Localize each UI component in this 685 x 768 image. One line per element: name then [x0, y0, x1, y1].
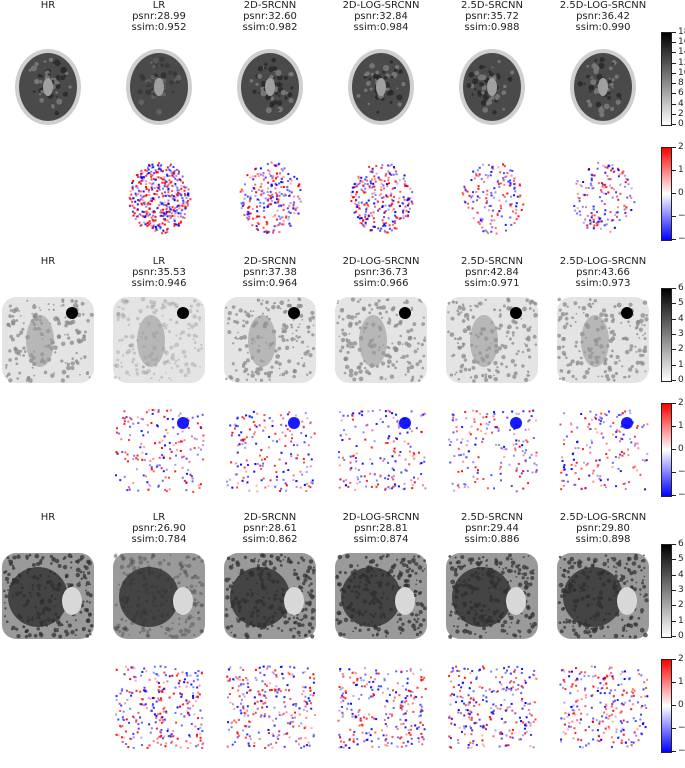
image-colorbar-tick: 2 — [678, 601, 684, 610]
image-colorbar-tick: 3 — [678, 586, 684, 595]
panel-title: 2D-LOG-SRCNN psnr:28.81 ssim:0.874 — [326, 512, 436, 545]
error-map — [111, 147, 207, 243]
panel-title: 2D-SRCNN psnr:37.38 ssim:0.964 — [215, 256, 325, 289]
error-map — [333, 147, 429, 243]
image-colorbar-tick: 0 — [678, 120, 684, 129]
error-map — [222, 659, 318, 755]
pet-image — [555, 37, 651, 133]
error-colorbar-tick: 0 — [678, 701, 684, 710]
image-colorbar-tick: 0 — [678, 632, 684, 641]
error-map — [555, 147, 651, 243]
error-colorbar-tick: −1 — [678, 468, 685, 477]
error-colorbar-tick: −2 — [678, 235, 685, 244]
image-colorbar-tick: 6 — [678, 540, 684, 549]
image-colorbar-tick: 5 — [678, 299, 684, 308]
panel-title: 2D-SRCNN psnr:28.61 ssim:0.862 — [215, 512, 325, 545]
panel-title: 2.5D-SRCNN psnr:35.72 ssim:0.988 — [437, 0, 547, 33]
panel-title: LR psnr:28.99 ssim:0.952 — [104, 0, 214, 33]
image-colorbar — [661, 544, 672, 638]
panel-title: 2.5D-SRCNN psnr:29.44 ssim:0.886 — [437, 512, 547, 545]
error-colorbar-tick: −1 — [678, 724, 685, 733]
pet-image — [333, 293, 429, 389]
error-map — [444, 403, 540, 499]
panel-title: HR — [0, 0, 103, 11]
pet-image — [444, 293, 540, 389]
error-colorbar — [661, 403, 672, 497]
error-map — [111, 403, 207, 499]
error-map — [333, 403, 429, 499]
panel-title: HR — [0, 256, 103, 267]
image-colorbar — [661, 288, 672, 382]
error-colorbar-tick: −2 — [678, 491, 685, 500]
error-colorbar-tick: −2 — [678, 747, 685, 756]
error-colorbar-tick: −1 — [678, 212, 685, 221]
image-colorbar-tick: 1 — [678, 617, 684, 626]
image-colorbar-tick: 8 — [678, 79, 684, 88]
panel-title: 2.5D-LOG-SRCNN psnr:36.42 ssim:0.990 — [548, 0, 658, 33]
pet-image — [444, 37, 540, 133]
image-colorbar-tick: 4 — [678, 571, 684, 580]
image-colorbar-tick: 16 — [678, 38, 685, 47]
panel-title: 2D-SRCNN psnr:32.60 ssim:0.982 — [215, 0, 325, 33]
panel-title: 2.5D-LOG-SRCNN psnr:29.80 ssim:0.898 — [548, 512, 658, 545]
error-colorbar-tick: 2 — [678, 399, 684, 408]
image-colorbar-tick: 6 — [678, 89, 684, 98]
error-map — [222, 147, 318, 243]
error-colorbar-tick: 1 — [678, 678, 684, 687]
pet-image — [0, 293, 96, 389]
image-colorbar-tick: 6 — [678, 284, 684, 293]
image-colorbar-tick: 1 — [678, 361, 684, 370]
image-colorbar-tick: 14 — [678, 48, 685, 57]
panel-title: LR psnr:35.53 ssim:0.946 — [104, 256, 214, 289]
error-colorbar — [661, 659, 672, 753]
pet-image — [444, 549, 540, 645]
image-colorbar-tick: 4 — [678, 315, 684, 324]
image-colorbar-tick: 5 — [678, 555, 684, 564]
panel-title: 2.5D-LOG-SRCNN psnr:43.66 ssim:0.973 — [548, 256, 658, 289]
error-map — [555, 403, 651, 499]
pet-image — [555, 549, 651, 645]
panel-title: 2D-LOG-SRCNN psnr:32.84 ssim:0.984 — [326, 0, 436, 33]
pet-image — [0, 37, 96, 133]
pet-image — [111, 549, 207, 645]
image-colorbar-tick: 4 — [678, 100, 684, 109]
error-colorbar-tick: 1 — [678, 166, 684, 175]
error-map — [222, 403, 318, 499]
image-colorbar-tick: 0 — [678, 376, 684, 385]
error-map — [444, 147, 540, 243]
panel-title: HR — [0, 512, 103, 523]
panel-title: 2.5D-SRCNN psnr:42.84 ssim:0.971 — [437, 256, 547, 289]
error-colorbar-tick: 2 — [678, 655, 684, 664]
error-colorbar-tick: 2 — [678, 143, 684, 152]
panel-title: 2D-LOG-SRCNN psnr:36.73 ssim:0.966 — [326, 256, 436, 289]
error-map — [444, 659, 540, 755]
error-colorbar-tick: 0 — [678, 189, 684, 198]
pet-image — [111, 37, 207, 133]
pet-image — [333, 37, 429, 133]
pet-image — [111, 293, 207, 389]
image-colorbar-tick: 2 — [678, 110, 684, 119]
error-map — [111, 659, 207, 755]
image-colorbar-tick: 2 — [678, 345, 684, 354]
pet-image — [0, 549, 96, 645]
error-colorbar-tick: 0 — [678, 445, 684, 454]
image-colorbar-tick: 12 — [678, 59, 685, 68]
pet-image — [222, 293, 318, 389]
image-colorbar-tick: 10 — [678, 69, 685, 78]
pet-image — [555, 293, 651, 389]
error-colorbar-tick: 1 — [678, 422, 684, 431]
image-colorbar — [661, 32, 672, 126]
error-colorbar — [661, 147, 672, 241]
panel-title: LR psnr:26.90 ssim:0.784 — [104, 512, 214, 545]
pet-image — [222, 37, 318, 133]
error-map — [555, 659, 651, 755]
image-colorbar-tick: 18 — [678, 28, 685, 37]
pet-image — [222, 549, 318, 645]
error-map — [333, 659, 429, 755]
pet-image — [333, 549, 429, 645]
image-colorbar-tick: 3 — [678, 330, 684, 339]
